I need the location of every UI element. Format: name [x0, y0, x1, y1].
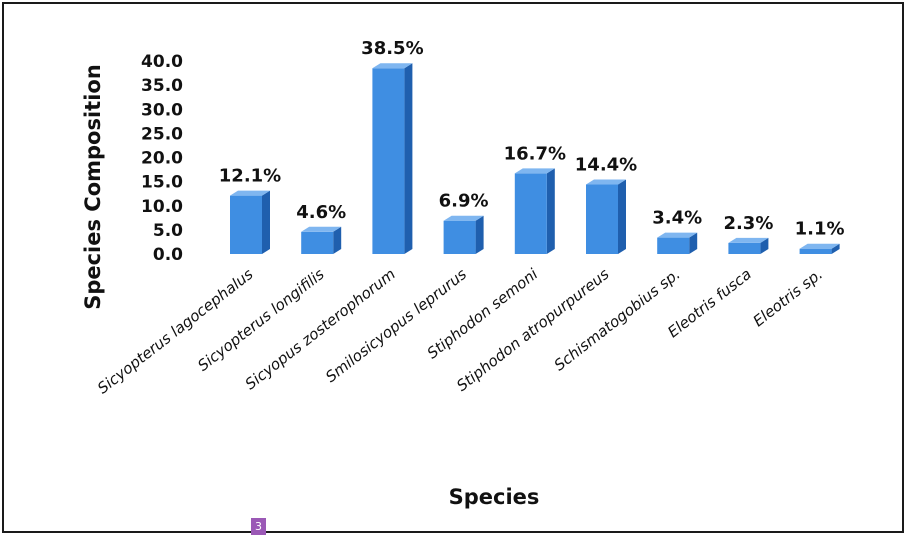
bar — [230, 190, 270, 254]
bar-front — [799, 248, 832, 254]
bar — [657, 232, 698, 254]
bar-front — [514, 173, 547, 254]
bar-side — [546, 168, 555, 254]
y-tick-label: 15.0 — [141, 173, 183, 193]
bar — [514, 168, 555, 254]
data-label: 2.3% — [723, 213, 773, 234]
y-tick-label: 10.0 — [141, 197, 183, 217]
y-tick-label: 0.0 — [153, 245, 183, 265]
x-axis-title: Species — [449, 485, 540, 509]
bar — [372, 63, 413, 254]
bar-top — [586, 179, 626, 185]
bar-side — [333, 226, 342, 254]
category-label: Eleotris sp. — [750, 265, 826, 330]
bar-top — [301, 226, 342, 232]
data-label: 1.1% — [795, 219, 845, 240]
bar — [728, 237, 769, 254]
bar-side — [262, 190, 270, 254]
bar-front — [301, 231, 334, 254]
bar — [443, 215, 484, 254]
y-tick-label: 25.0 — [141, 124, 183, 144]
bar-side — [831, 243, 840, 254]
y-axis-title: Species Composition — [81, 64, 105, 310]
data-label: 16.7% — [504, 143, 566, 164]
data-label: 3.4% — [652, 208, 702, 229]
bar-front — [443, 220, 476, 254]
bar-side — [404, 63, 413, 254]
bar — [799, 243, 840, 254]
category-label: Smilosicyopus leprurus — [322, 265, 470, 386]
data-label: 38.5% — [361, 38, 423, 59]
bar-top — [799, 243, 840, 249]
bar-front — [372, 68, 405, 254]
bar — [586, 179, 626, 254]
bar-top — [657, 232, 698, 238]
data-label: 12.1% — [219, 166, 281, 187]
category-label: Schismatogobius sp. — [551, 265, 684, 374]
y-tick-label: 5.0 — [153, 221, 183, 241]
y-tick-labels: 0.0 5.0 10.0 15.0 20.0 25.0 30.0 35.0 40.0 — [141, 52, 183, 265]
bar-chart: 0.0 5.0 10.0 15.0 20.0 25.0 30.0 35.0 40.0 12.1%… — [81, 38, 845, 509]
y-tick-label: 30.0 — [141, 100, 183, 120]
data-labels: 12.1% 4.6% 38.5% 6.9% 16.7% 14.4% 3.4% 2.3% 1.1% — [219, 38, 845, 239]
data-label: 4.6% — [296, 202, 346, 223]
chart-frame: 0.0 5.0 10.0 15.0 20.0 25.0 30.0 35.0 40.0 12.1%… — [2, 2, 904, 533]
bar-top — [728, 237, 769, 243]
category-label: Sicyopterus longifilis — [194, 265, 328, 375]
y-tick-label: 20.0 — [141, 149, 183, 169]
bar-top — [372, 63, 413, 69]
data-label: 14.4% — [575, 155, 637, 176]
bar-side — [618, 179, 626, 254]
bar-side — [689, 232, 698, 254]
y-tick-label: 35.0 — [141, 76, 183, 96]
bar-front — [586, 184, 618, 254]
bar-top — [443, 215, 484, 221]
bar — [301, 226, 342, 254]
bar-side — [475, 215, 484, 254]
bars — [230, 63, 840, 254]
page-number-badge: 3 — [251, 518, 266, 535]
bar-front — [230, 195, 262, 254]
bar-top — [514, 168, 555, 174]
bar-top — [230, 190, 270, 196]
data-label: 6.9% — [439, 191, 489, 212]
bar-side — [760, 237, 769, 254]
bar-front — [657, 237, 690, 254]
y-tick-label: 40.0 — [141, 52, 183, 72]
bar-front — [728, 242, 761, 254]
